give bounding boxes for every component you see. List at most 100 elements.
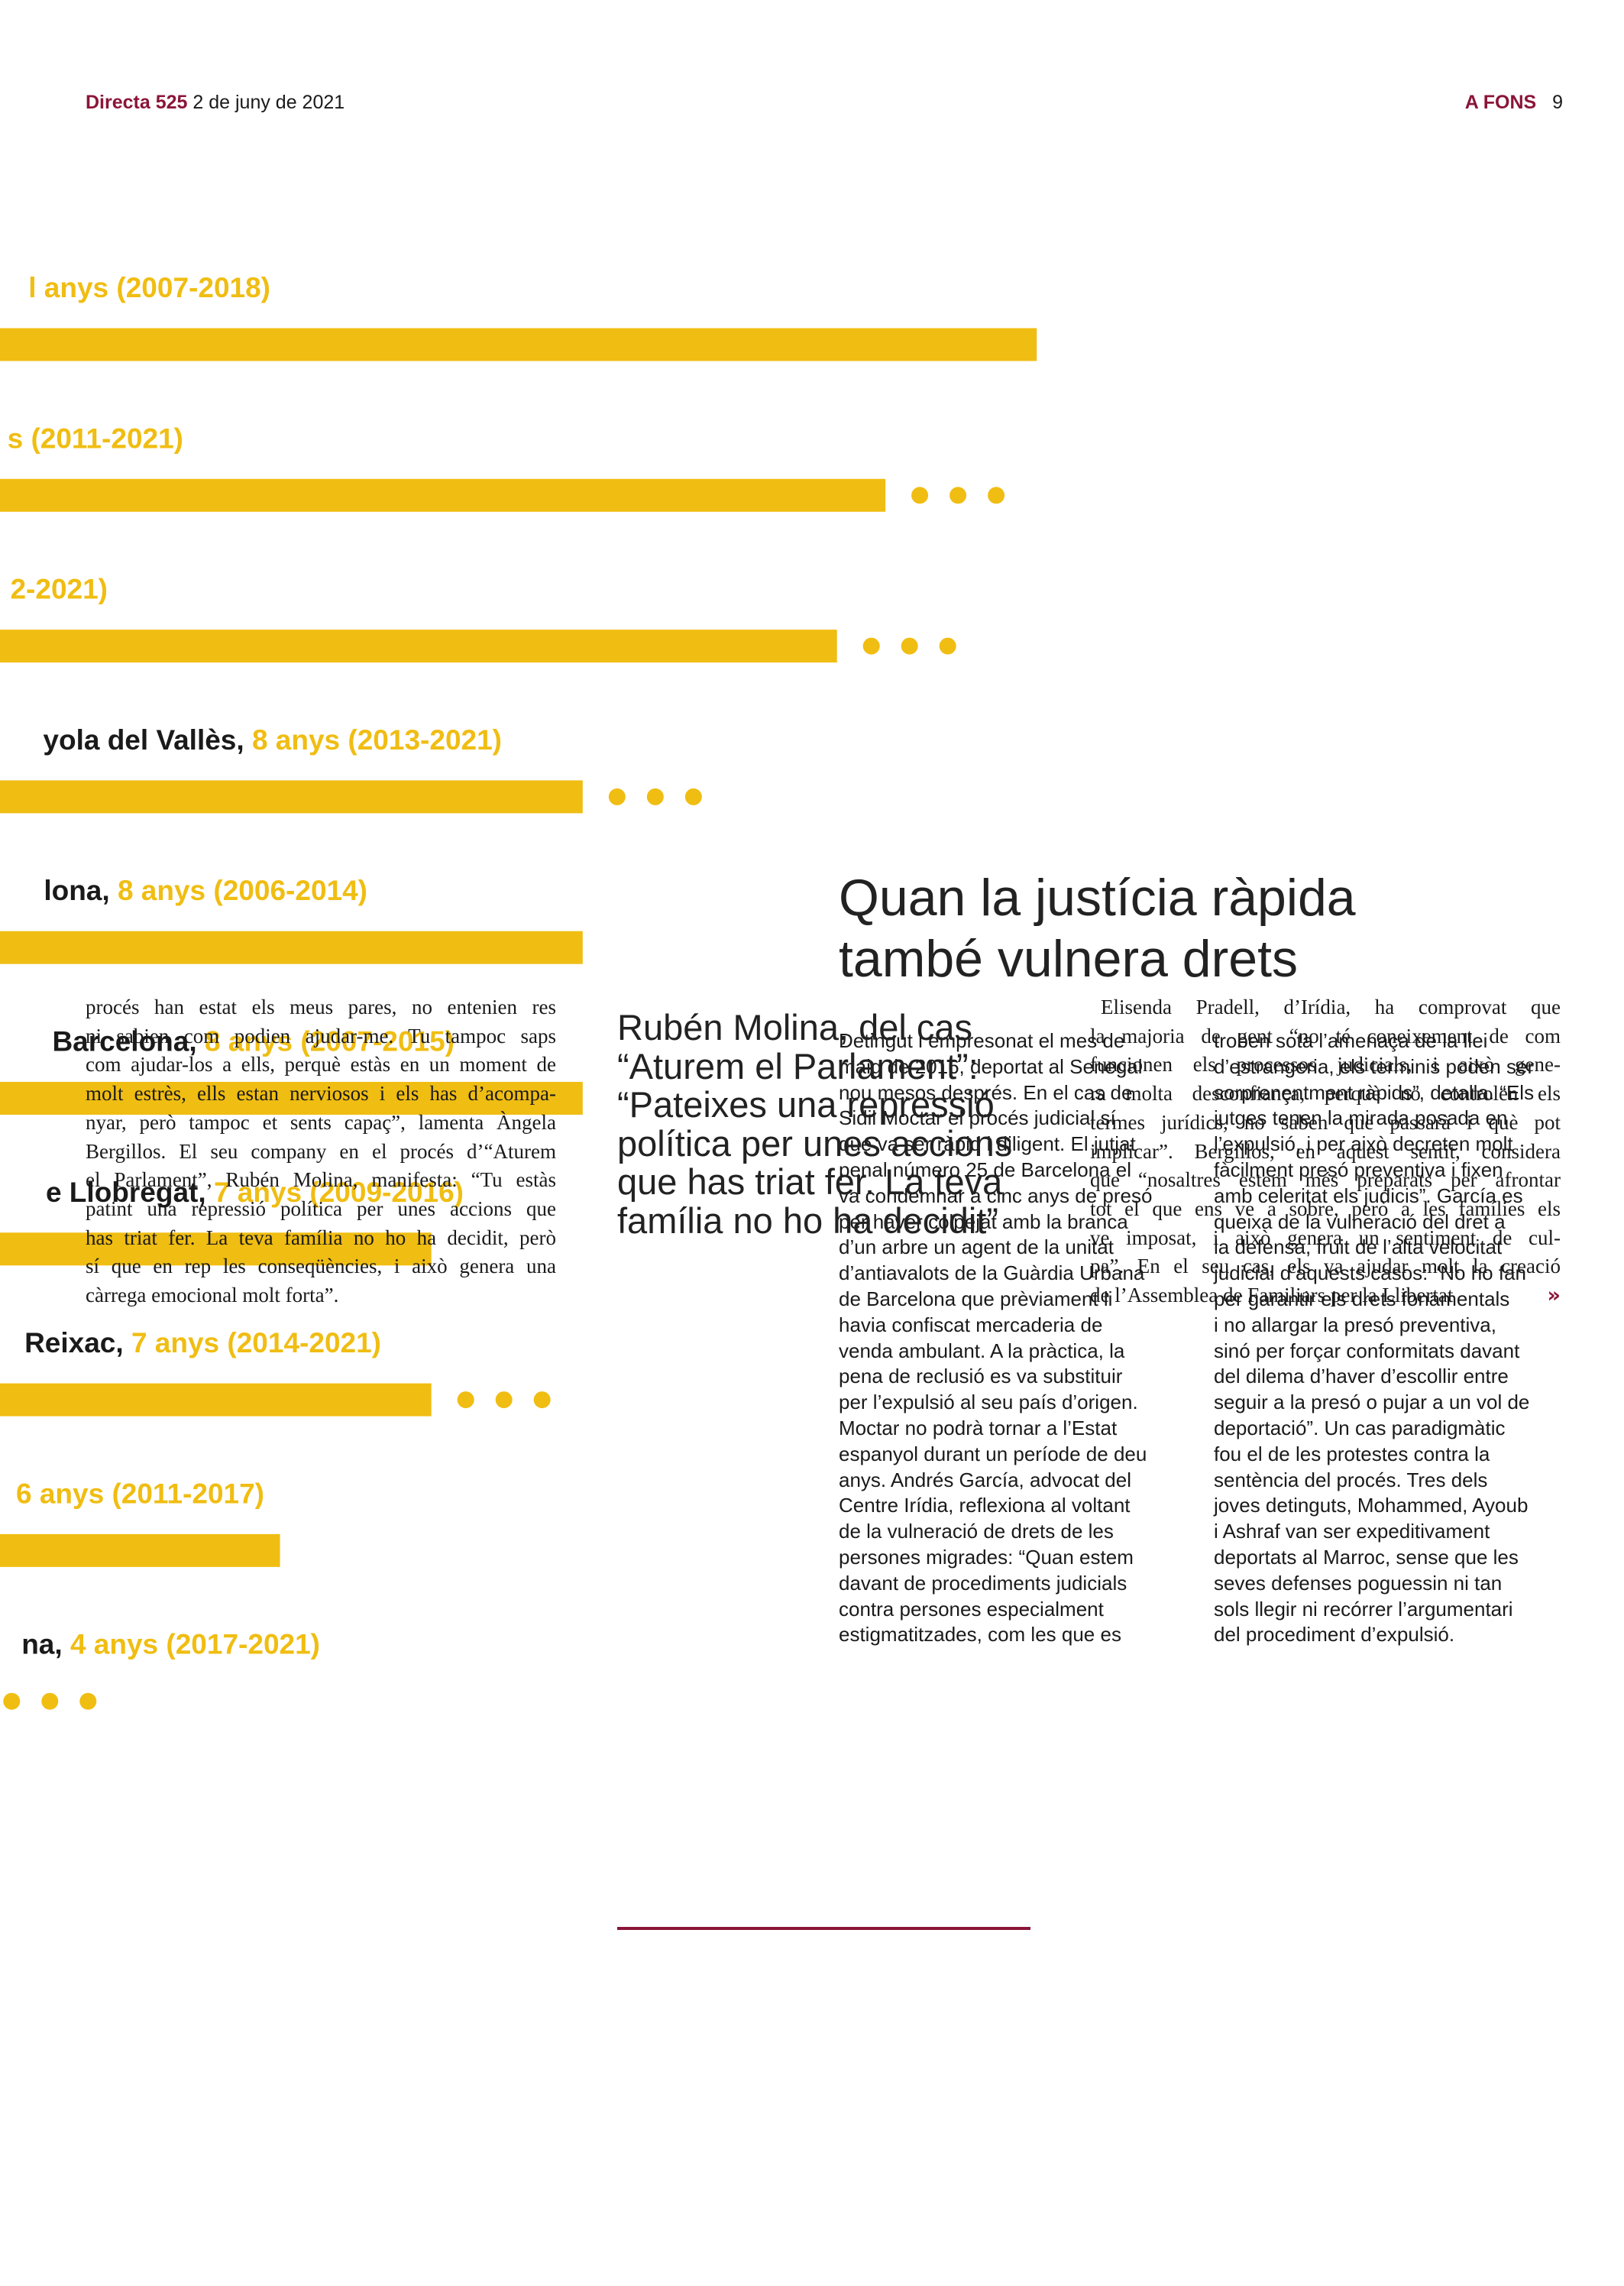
place: Reixac, xyxy=(24,1327,124,1358)
bar-label: Reixac, 7 anys (2014-2021) xyxy=(24,1327,381,1358)
bar xyxy=(0,1232,432,1266)
period: s (2011-2021) xyxy=(8,423,183,454)
text-line: anys. Andrés García, advocat del xyxy=(839,1468,1131,1491)
bar xyxy=(0,630,837,663)
text-line: Detingut i empresonat el mes de xyxy=(839,1029,1125,1052)
bar-label: 6 anys (2011-2017) xyxy=(16,1478,264,1509)
text-line: de la vulneració de drets de les xyxy=(839,1520,1114,1543)
text-line: ni sabien com podien ajudar-me. Tu tampo… xyxy=(86,1024,556,1047)
text-line: deportació”. Un cas paradigmàtic xyxy=(1214,1416,1506,1439)
text-line: molt estrès, ells estan nerviosos i els … xyxy=(86,1082,556,1106)
place: Barcelona, xyxy=(52,1025,196,1057)
ongoing-dot xyxy=(911,487,929,504)
date: 2 de juny de 2021 xyxy=(192,92,345,113)
ongoing-dot xyxy=(646,788,664,805)
end-mark: » xyxy=(1547,1284,1561,1308)
text-line: contra persones especialment xyxy=(839,1597,1104,1621)
text-line: procés han estat els meus pares, no ente… xyxy=(86,996,556,1018)
text-line: has triat fer. La teva família no ho ha … xyxy=(86,1226,556,1249)
bar xyxy=(0,1082,583,1115)
text-line: “Aturem el Parlament”: xyxy=(617,1045,979,1086)
ongoing-dot xyxy=(3,1692,21,1710)
section: A FONS xyxy=(1464,92,1537,113)
bar-label: 2-2021) xyxy=(10,573,108,604)
period: 8 anys (2013-2021) xyxy=(252,724,502,756)
place: lona, xyxy=(44,875,109,906)
text-line: maig de 2016, deportat al Senegal xyxy=(839,1054,1143,1078)
text-line: deportats al Marroc, sense que les xyxy=(1214,1545,1519,1569)
text-line: política per unes accions xyxy=(617,1122,1013,1164)
period: 6 anys (2011-2017) xyxy=(16,1478,264,1509)
body-column: Elisenda Pradell, d’Irídia, ha comprovat… xyxy=(1090,993,1561,1310)
text-line: família no ho ha decidit” xyxy=(617,1200,999,1241)
text-line: funcionen els processos judicials, i aix… xyxy=(1090,1053,1561,1077)
ongoing-dot xyxy=(41,1692,59,1710)
article-title: Quan la justícia ràpida també vulnera dre… xyxy=(839,867,1356,989)
text-line: queixa de la vulneració del dret a xyxy=(1214,1209,1506,1233)
ongoing-dot xyxy=(901,637,918,655)
bar-label: Barcelona, 8 anys (2007-2015) xyxy=(52,1025,455,1057)
bar-label: na, 4 anys (2017-2021) xyxy=(21,1628,320,1659)
text-line: joves detinguts, Mohammed, Ayoub xyxy=(1214,1494,1529,1517)
text-line: fàcilment presó preventiva i fixen xyxy=(1214,1158,1503,1181)
text-line: fou el de les protestes contra la xyxy=(1214,1442,1490,1465)
bar-label: l anys (2007-2018) xyxy=(28,272,270,303)
article-column: troben sota l’amenaça de la llei d’estran… xyxy=(1214,1028,1534,1648)
text-line: del procediment d’expulsió. xyxy=(1214,1623,1455,1647)
text-line: judicial d’aquests casos: “No ho fan xyxy=(1214,1261,1527,1285)
text-line: de l’Assemblea de Familiars per la Llibe… xyxy=(1090,1281,1561,1310)
text-line: d’estrangeria, els terminis poden ser xyxy=(1214,1054,1535,1078)
bar-label: e Llobregat, 7 anys (2009-2016) xyxy=(46,1177,464,1208)
text-line: ve imposat, i això genera un sentiment d… xyxy=(1090,1226,1561,1249)
text-line: l’expulsió, i per això decreten molt xyxy=(1214,1132,1513,1156)
text-line: sentència del procés. Tres dels xyxy=(1214,1468,1488,1491)
text-line: la majoria de gent “no té coneixement de… xyxy=(1090,1024,1561,1047)
period: 7 anys (2014-2021) xyxy=(131,1327,381,1358)
place: na, xyxy=(21,1628,62,1659)
text-line: troben sota l’amenaça de la llei xyxy=(1214,1029,1488,1052)
text-line: que va ser ràpid i diligent. El jutjat xyxy=(839,1132,1136,1156)
period: 4 anys (2017-2021) xyxy=(70,1628,320,1659)
ongoing-dot xyxy=(862,637,880,655)
text-line: també vulnera drets xyxy=(839,930,1298,988)
ongoing-dot xyxy=(988,487,1005,504)
page-number: 9 xyxy=(1552,92,1563,113)
bar xyxy=(0,780,583,814)
pull-quote: Rubén Molina, del cas “Aturem el Parlamen… xyxy=(617,1007,1013,1241)
text-line: Bergillos. El seu company en el procés d… xyxy=(86,1139,556,1163)
text-line: i no allargar la presó preventiva, xyxy=(1214,1313,1496,1336)
ongoing-dot xyxy=(533,1391,551,1409)
text-line: Moctar no podrà tornar a l’Estat xyxy=(839,1416,1118,1439)
text-line: persones migrades: “Quan estem xyxy=(839,1545,1134,1569)
text-line: “Pateixes una repressió xyxy=(617,1084,995,1125)
place: yola del Vallès, xyxy=(43,724,244,756)
text-line: estigmatitzades, com les que es xyxy=(839,1623,1121,1647)
text-line: penal número 25 de Barcelona el xyxy=(839,1158,1132,1181)
text-line: el Parlament”, Rubén Molina, manifesta: … xyxy=(86,1168,556,1192)
text-line: sols llegir ni recórrer l’argumentari xyxy=(1214,1597,1513,1621)
header-right: A FONS 9 xyxy=(1465,92,1563,114)
ongoing-dot xyxy=(684,788,702,805)
bar xyxy=(0,328,1037,361)
text-line: nou mesos després. En el cas de xyxy=(839,1080,1133,1104)
text-line: patint una repressió política per unes a… xyxy=(86,1196,556,1220)
bar xyxy=(0,1533,280,1567)
text-line: espanyol durant un període de deu xyxy=(839,1442,1147,1465)
ongoing-dot xyxy=(608,788,626,805)
text-line: i Ashraf van ser expeditivament xyxy=(1214,1520,1490,1543)
body-column: procés han estat els meus pares, no ente… xyxy=(86,993,556,1310)
text-line: Quan la justícia ràpida xyxy=(839,869,1356,927)
text-line: davant de procediments judicials xyxy=(839,1571,1127,1595)
text-line: tot el que ens ve a sobre, però a les fa… xyxy=(1090,1196,1561,1220)
text-line: del dilema d’haver d’escollir entre xyxy=(1214,1365,1509,1388)
period: 2-2021) xyxy=(10,573,108,604)
text-line: Rubén Molina, del cas xyxy=(617,1007,973,1047)
bar xyxy=(0,931,583,964)
bar xyxy=(0,1383,432,1417)
period: 8 anys (2007-2015) xyxy=(205,1025,455,1057)
text-line: de Barcelona que prèviament li xyxy=(839,1287,1113,1310)
text-line: la defensa, fruit de l’alta velocitat xyxy=(1214,1235,1503,1259)
publication: Directa 525 xyxy=(86,92,188,113)
text-line: que has triat fer. La teva xyxy=(617,1161,1003,1202)
text-line: nyar, però tampoc et sents capaç”, lamen… xyxy=(86,1110,556,1134)
